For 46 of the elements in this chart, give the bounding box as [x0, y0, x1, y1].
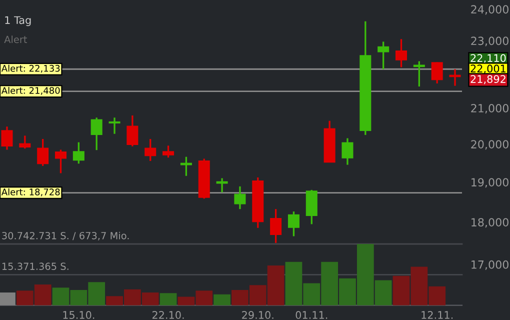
y-tick-label: 24,000 [471, 5, 508, 15]
candlestick [180, 156, 192, 177]
ref-line-label: Alert: 22,133 [1, 64, 60, 73]
candlestick [19, 134, 31, 150]
candlestick [126, 114, 138, 148]
candlestick [431, 61, 443, 84]
x-tick-label: 01.11. [296, 311, 328, 319]
candlestick [1, 126, 13, 151]
candlestick [288, 210, 300, 238]
annotation: Alert [4, 36, 27, 44]
ref-line-label: Alert: 21,480 [1, 86, 60, 95]
ref-line-label: Alert: 18,728 [1, 188, 60, 196]
x-tick-label: 29.10. [242, 311, 274, 319]
ref-line-label: 15.371.365 S. [2, 262, 68, 270]
text: 22,001 [470, 64, 506, 74]
candlestick [306, 189, 318, 226]
y-tick-label: 17,000 [472, 260, 508, 270]
candlestick [270, 208, 282, 244]
y-tick-label: 23,000 [471, 36, 508, 46]
x-tick-label: 15.10. [63, 311, 94, 319]
candlestick [395, 38, 408, 68]
x-tick-label: 22.10. [152, 311, 184, 319]
bar [214, 294, 230, 306]
candlestick [413, 60, 425, 88]
y-tick-label: 21,000 [471, 104, 508, 114]
candlestick [37, 138, 49, 167]
candlestick [108, 116, 120, 135]
candlestick [234, 186, 246, 210]
candlestick [54, 148, 67, 174]
candlestick [449, 68, 461, 87]
candlestick [378, 40, 390, 70]
candlestick [72, 141, 84, 164]
candlestick [144, 138, 156, 162]
text: 21,892 [470, 75, 506, 84]
text: 1 Tag [5, 16, 31, 26]
bar [160, 293, 177, 306]
candlestick [162, 144, 174, 158]
y-tick-label: 18,000 [472, 218, 508, 228]
text: 22,110 [470, 54, 506, 64]
y-tick-label: 20,000 [471, 140, 508, 150]
candlestick [342, 137, 354, 166]
y-tick-label: 19,000 [472, 178, 508, 188]
candlestick [90, 116, 102, 151]
x-tick-label: 12.11. [422, 311, 453, 319]
ref-line-label: 30.742.731 S. / 673,7 Mio. [2, 232, 129, 240]
candlestick [216, 177, 228, 194]
